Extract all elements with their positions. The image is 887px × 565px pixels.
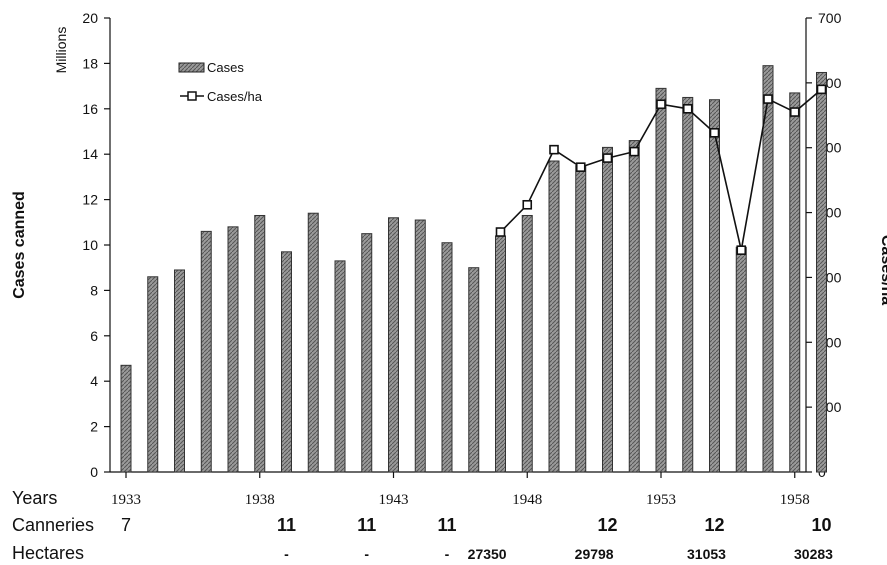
- cases-per-ha-point-1951: [602, 153, 613, 163]
- cases-per-ha-point-1958: [789, 107, 800, 117]
- legend-swatch-cases: [178, 62, 205, 73]
- hectares-value: 30283: [794, 546, 833, 562]
- line-series: [495, 84, 827, 255]
- x-tick-label: 1953: [646, 492, 676, 508]
- cases-per-ha-point-1955: [709, 127, 720, 138]
- x-tick-label: 1943: [379, 492, 409, 508]
- bar-1940: [307, 212, 319, 473]
- bar-1939: [281, 251, 292, 473]
- bar-1941: [334, 260, 346, 473]
- cases-per-ha-point-1956: [736, 245, 747, 255]
- hectares-values: - - - 27350 29798 31053 30283: [284, 546, 833, 562]
- canneries-row-label: Canneries: [12, 515, 94, 535]
- left-tick-label: 16: [82, 101, 98, 117]
- bar-1949: [548, 160, 560, 473]
- bar-1956: [735, 246, 747, 473]
- cases-per-ha-point-1952: [629, 146, 640, 157]
- legend-marker-swatch: [187, 91, 197, 101]
- cases-per-ha-point-1947: [495, 227, 506, 237]
- hectares-row-label: Hectares: [12, 543, 84, 563]
- bar-1954: [682, 96, 694, 473]
- left-tick-label: 12: [82, 192, 98, 208]
- bar-1942: [361, 233, 373, 473]
- bar-1938: [254, 214, 266, 473]
- x-ticks: 1933 1938 1943 1948 1953 1958: [111, 472, 810, 508]
- hectares-value: -: [284, 546, 289, 562]
- hectares-value: 31053: [687, 546, 726, 562]
- bar-1937: [227, 226, 239, 473]
- hectares-value: 29798: [575, 546, 614, 562]
- cases-per-ha-point-1954: [682, 104, 693, 114]
- left-tick-label: 0: [90, 464, 98, 480]
- bar-1943: [388, 217, 399, 473]
- right-tick-label: 700: [818, 10, 842, 26]
- hectares-value: 27350: [468, 546, 507, 562]
- left-tick-label: 18: [82, 55, 98, 71]
- bar-1959: [816, 71, 827, 473]
- cases-per-ha-point-1950: [575, 162, 586, 172]
- cases-per-ha-point-1953: [656, 99, 666, 110]
- x-tick-label: 1948: [512, 492, 542, 508]
- bar-1952: [628, 140, 640, 473]
- bar-1957: [762, 65, 774, 473]
- bar-1950: [575, 165, 587, 473]
- cases-per-ha-point-1948: [522, 199, 533, 210]
- cases-per-ha-point-1957: [763, 94, 773, 104]
- y-axis-title: Cases canned: [11, 191, 28, 299]
- bar-1947: [495, 235, 506, 473]
- y-axis-units: Millions: [53, 27, 69, 74]
- bar-series: [120, 65, 827, 473]
- y2-axis-title: Cases/ha: [878, 235, 887, 305]
- canneries-value: 11: [437, 515, 456, 535]
- x-tick-label: 1938: [245, 492, 275, 508]
- bar-1933: [120, 364, 132, 473]
- left-tick-label: 2: [90, 419, 98, 435]
- legend-label-cases-per-ha: Cases/ha: [207, 89, 263, 104]
- left-tick-label: 4: [90, 373, 98, 389]
- left-tick-label: 6: [90, 328, 98, 344]
- left-tick-label: 10: [82, 237, 98, 253]
- canneries-value: 7: [121, 515, 131, 535]
- years-row-label: Years: [12, 488, 57, 508]
- canneries-values: 7 11 11 11 12 12 10: [121, 515, 832, 535]
- canneries-value: 11: [277, 515, 296, 535]
- legend-label-cases: Cases: [207, 60, 244, 75]
- bar-1935: [174, 269, 185, 473]
- canneries-value: 12: [597, 515, 617, 535]
- x-tick-label: 1933: [111, 492, 141, 508]
- bar-1953: [655, 87, 667, 473]
- bar-1948: [521, 214, 533, 473]
- x-tick-label: 1958: [780, 492, 810, 508]
- canneries-value: 11: [357, 515, 376, 535]
- cases-per-ha-point-1949: [549, 144, 559, 155]
- legend: Cases Cases/ha: [178, 60, 263, 104]
- bar-1936: [200, 230, 212, 473]
- left-ticks: 0 2 4 6 8 10 12 14 16 18 20: [82, 10, 110, 480]
- canneries-value: 12: [704, 515, 724, 535]
- left-tick-label: 20: [82, 10, 98, 26]
- bar-1934: [147, 276, 159, 473]
- left-tick-label: 14: [82, 146, 98, 162]
- hectares-value: -: [445, 546, 450, 562]
- bar-1945: [441, 242, 453, 473]
- bar-1944: [414, 219, 426, 473]
- bar-1951: [602, 146, 613, 473]
- bar-1958: [789, 92, 801, 473]
- hectares-value: -: [364, 546, 369, 562]
- bar-1955: [709, 99, 720, 473]
- bar-1946: [468, 267, 480, 473]
- cases-per-ha-point-1959: [816, 84, 827, 95]
- canneries-value: 10: [811, 515, 831, 535]
- left-tick-label: 8: [90, 282, 98, 298]
